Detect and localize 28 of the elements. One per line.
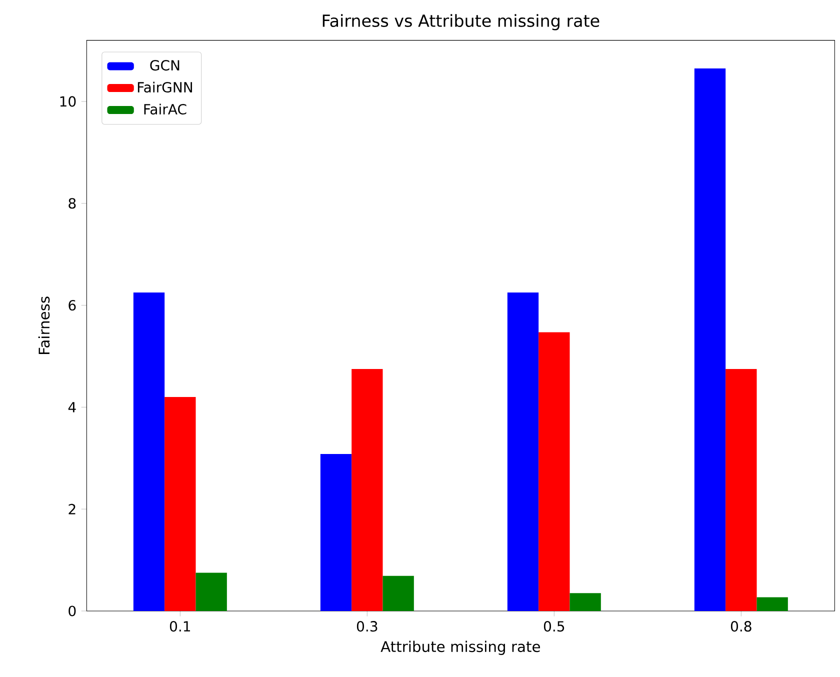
bar	[320, 454, 352, 611]
x-tick-label: 0.3	[356, 621, 378, 632]
legend-label: GCN	[150, 60, 180, 71]
x-axis-title: Attribute missing rate	[380, 640, 540, 655]
y-axis-title: Fairness	[38, 296, 50, 354]
bar	[726, 368, 757, 611]
y-tick-label: 0	[68, 606, 76, 616]
bar	[382, 576, 414, 611]
bar	[133, 292, 165, 611]
bar	[196, 572, 227, 611]
chart-title: Fairness vs Attribute missing rate	[322, 14, 600, 30]
y-tick-label: 4	[68, 402, 76, 412]
y-tick-label: 2	[68, 504, 76, 514]
x-tick-label: 0.5	[544, 621, 564, 632]
bar	[756, 597, 788, 611]
y-tick-label: 10	[60, 96, 76, 107]
legend-label: FairAC	[144, 104, 186, 115]
bar	[164, 396, 196, 611]
x-tick-label: 0.8	[730, 621, 752, 632]
y-tick-label: 8	[68, 198, 76, 209]
bar	[570, 593, 601, 611]
bar	[352, 368, 383, 611]
bar	[694, 68, 726, 611]
x-tick-label: 0.1	[170, 621, 190, 632]
bar	[507, 292, 539, 611]
bar	[538, 332, 570, 611]
y-tick-label: 6	[68, 300, 76, 311]
legend-label: FairGNN	[138, 82, 192, 93]
